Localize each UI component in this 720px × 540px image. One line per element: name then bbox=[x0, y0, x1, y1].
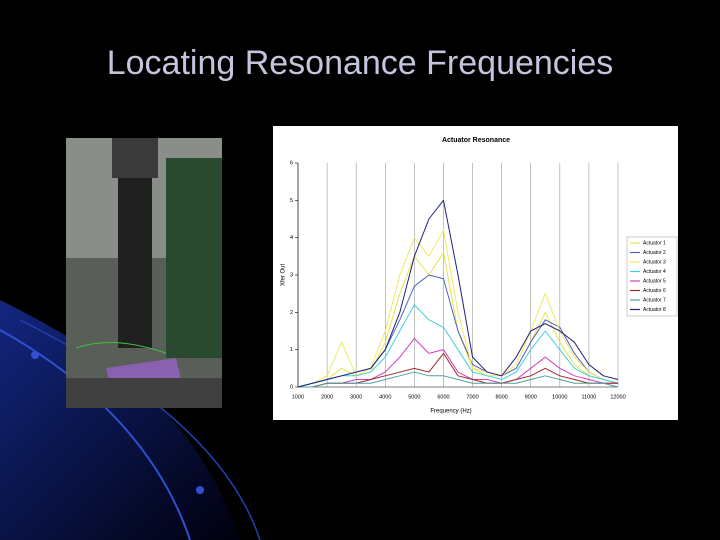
legend-label: Actuator 8 bbox=[643, 307, 666, 313]
x-tick-label: 1000 bbox=[292, 394, 304, 400]
legend-label: Actuator 7 bbox=[643, 297, 666, 303]
chart-title: Actuator Resonance bbox=[442, 137, 510, 144]
series-line bbox=[298, 337, 618, 388]
x-tick-label: 10000 bbox=[552, 394, 567, 400]
x-tick-label: 12000 bbox=[610, 394, 625, 400]
x-axis-label: Frequency (Hz) bbox=[430, 409, 471, 415]
chart: Actuator Resonance Frequency (Hz) Xfer O… bbox=[273, 126, 678, 420]
legend-label: Actuator 5 bbox=[643, 278, 666, 284]
y-axis-label: Xfer Out bbox=[281, 263, 287, 286]
y-tick-label: 4 bbox=[290, 235, 293, 241]
x-tick-label: 5000 bbox=[408, 394, 420, 400]
slide-title: Locating Resonance Frequencies bbox=[106, 44, 614, 82]
y-tick-label: 2 bbox=[290, 310, 293, 316]
x-tick-label: 3000 bbox=[350, 394, 362, 400]
series-line bbox=[297, 199, 619, 388]
x-tick-label: 7000 bbox=[466, 394, 478, 400]
legend-label: Actuator 4 bbox=[643, 269, 666, 275]
y-tick-label: 1 bbox=[290, 347, 293, 353]
x-tick-label: 11000 bbox=[581, 394, 596, 400]
y-tick-label: 5 bbox=[290, 198, 293, 204]
photo bbox=[66, 138, 222, 408]
x-tick-label: 6000 bbox=[437, 394, 449, 400]
y-tick-label: 0 bbox=[290, 384, 293, 390]
legend-label: Actuator 6 bbox=[643, 288, 666, 294]
legend-label: Actuator 2 bbox=[643, 250, 666, 256]
legend-box bbox=[626, 236, 678, 317]
x-tick-label: 4000 bbox=[379, 394, 391, 400]
x-tick-label: 2000 bbox=[321, 394, 333, 400]
legend-label: Actuator 1 bbox=[643, 240, 666, 246]
series-line bbox=[298, 371, 619, 388]
series-line bbox=[297, 229, 619, 388]
y-tick-label: 6 bbox=[290, 160, 293, 166]
y-tick-label: 3 bbox=[290, 272, 293, 278]
series-line bbox=[297, 304, 619, 388]
x-tick-label: 9000 bbox=[525, 394, 537, 400]
x-tick-label: 8000 bbox=[496, 394, 508, 400]
legend-label: Actuator 3 bbox=[643, 259, 666, 265]
